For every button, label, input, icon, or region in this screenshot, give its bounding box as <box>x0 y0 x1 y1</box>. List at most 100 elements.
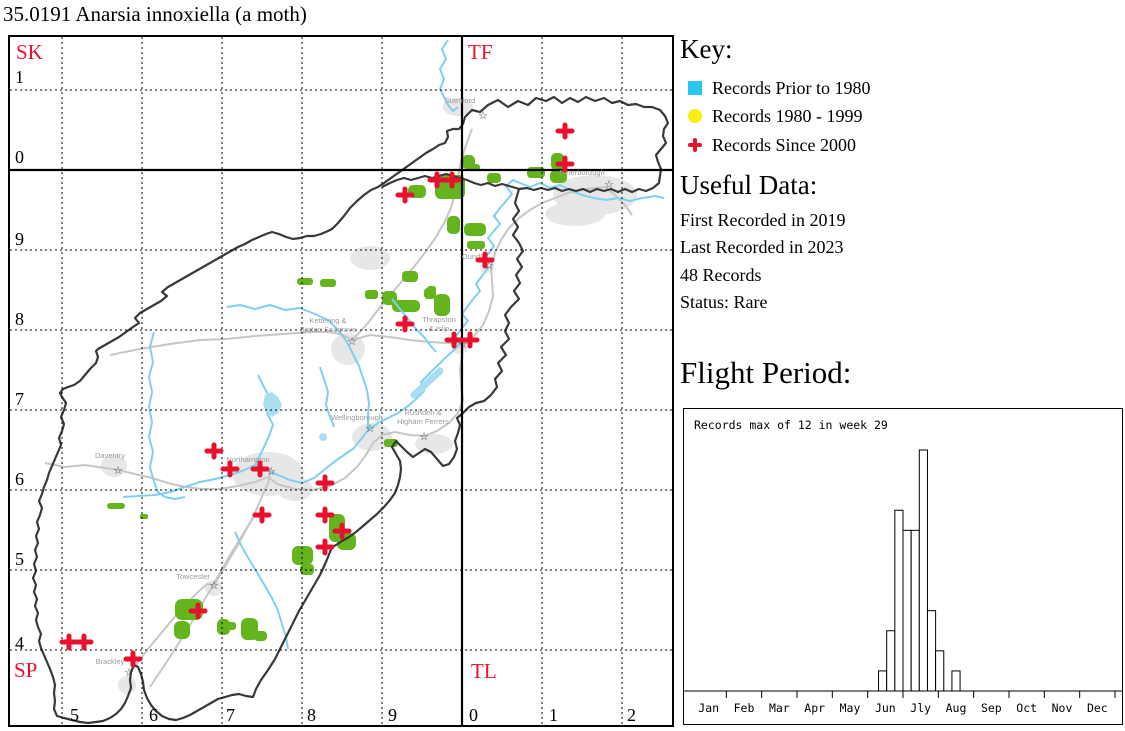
record-marker-since-2000 <box>74 633 94 651</box>
key-item-since-2000: Records Since 2000 <box>688 135 856 155</box>
roads-layer <box>44 128 633 688</box>
town: Oundle☆ <box>462 252 494 272</box>
town-label: Peterborough <box>559 168 604 177</box>
key-heading: Key: <box>680 34 733 64</box>
grid-col-label: 0 <box>469 705 478 725</box>
useful-data-heading: Useful Data: <box>680 170 818 200</box>
town-star-icon: ☆ <box>209 580 219 592</box>
town: Thrapston& Islip ☆ <box>422 315 468 351</box>
urban-areas-layer <box>101 98 637 694</box>
grid-layer <box>10 37 672 725</box>
town: Kettering &Barton Seagrave ☆ <box>300 316 357 348</box>
month-label: Sep <box>981 701 1002 715</box>
grid-100km-letter: SP <box>14 658 37 682</box>
grid-row-label: 6 <box>15 469 24 489</box>
grid-col-label: 8 <box>307 705 316 725</box>
towns-layer: Stamford☆Peterborough☆Oundle☆Thrapston& … <box>95 96 614 679</box>
town-label: Brackley <box>96 657 125 666</box>
town: Daventry ☆ <box>95 451 125 477</box>
town-star-icon: ☆ <box>419 431 429 443</box>
record-marker-since-2000 <box>123 650 143 668</box>
distribution-map: Stamford ☆ Peterborough ☆ Oundle ☆ Thrapston & … <box>8 35 674 727</box>
grid-row-label: 7 <box>15 389 24 409</box>
town-star-icon: ☆ <box>484 260 494 272</box>
town-label: Towcester <box>176 572 210 581</box>
key-item-label: Records Prior to 1980 <box>712 77 871 98</box>
town: Peterborough☆ <box>559 168 614 191</box>
month-label: Jan <box>698 701 719 715</box>
month-label: Apr <box>804 701 825 715</box>
grid-col-label: 2 <box>627 705 636 725</box>
key-item-label: Records 1980 - 1999 <box>712 105 863 126</box>
town: Northampton ☆ <box>226 455 276 478</box>
flight-period-bar <box>910 529 920 692</box>
record-marker-since-2000 <box>204 442 224 460</box>
record-marker-since-2000 <box>427 171 447 189</box>
record-marker-since-2000 <box>460 331 480 349</box>
month-label: Feb <box>734 701 755 715</box>
town-label: Stamford <box>445 96 475 105</box>
town-label: Thrapston <box>422 315 456 324</box>
grid-row-label: 4 <box>15 633 24 653</box>
grid-col-label: 7 <box>226 705 235 725</box>
grid-100km-letter: TL <box>471 659 497 683</box>
record-marker-since-2000 <box>444 331 464 349</box>
yellow-circle-icon <box>688 109 702 123</box>
grid-row-label: 9 <box>15 229 24 249</box>
record-count-line: 48 Records <box>680 265 762 285</box>
flight-period-bar <box>926 610 937 692</box>
town: Towcester☆ <box>176 572 219 592</box>
record-marker-since-2000 <box>332 522 352 540</box>
month-label: Dec <box>1087 701 1108 715</box>
flight-period-bar <box>894 509 904 692</box>
key-item-prior-1980: Records Prior to 1980 <box>688 78 870 98</box>
town-star-icon: ☆ <box>365 423 375 435</box>
town: Wellingborough☆ <box>331 413 383 435</box>
flight-period-bar <box>886 630 896 692</box>
town-star-icon: ☆ <box>604 179 614 191</box>
grid-row-label: 1 <box>15 67 24 87</box>
record-marker-since-2000 <box>475 251 495 269</box>
flight-period-heading: Flight Period: <box>680 355 852 390</box>
flight-period-chart: Records max of 12 in week 29 Jan Feb Mar Apr… <box>683 408 1123 725</box>
record-marker-since-2000 <box>220 460 240 478</box>
cyan-square-icon <box>688 81 702 95</box>
first-recorded-line: First Recorded in 2019 <box>680 210 846 230</box>
record-marker-since-2000 <box>250 460 270 478</box>
flight-period-bar <box>935 650 945 692</box>
flight-period-bar <box>902 529 912 692</box>
town-label: & Islip <box>429 324 449 333</box>
month-label: Jly <box>910 701 931 715</box>
red-cross-icon <box>688 138 702 152</box>
grid-row-label: 0 <box>15 147 24 167</box>
town: Stamford☆ <box>445 96 488 122</box>
town-label: Oundle <box>462 252 486 261</box>
flight-period-bar <box>878 670 888 692</box>
key-item-label: Records Since 2000 <box>712 134 856 155</box>
grid-row-label: 8 <box>15 309 24 329</box>
rivers-layer <box>122 39 665 650</box>
grid-row-label: 5 <box>15 549 24 569</box>
map-svg: Stamford☆Peterborough☆Oundle☆Thrapston& … <box>10 37 672 725</box>
record-marker-since-2000 <box>555 155 575 173</box>
key-item-1980-1999: Records 1980 - 1999 <box>688 106 862 126</box>
grid-col-label: 5 <box>70 705 79 725</box>
town-star-icon: ☆ <box>266 466 276 478</box>
flight-period-svg: Records max of 12 in week 29 Jan Feb Mar Apr… <box>684 418 1122 715</box>
record-marker-since-2000 <box>252 506 272 524</box>
grid-col-label: 9 <box>388 705 397 725</box>
town: Brackley☆ <box>96 657 134 679</box>
record-marker-since-2000 <box>442 171 462 189</box>
flight-period-bar <box>918 449 928 692</box>
town: Rushden &Higham Ferrers ☆ <box>397 408 449 443</box>
grid-col-label: 6 <box>149 705 158 725</box>
month-label: Oct <box>1016 701 1037 715</box>
month-label: Nov <box>1052 701 1073 715</box>
month-label: May <box>840 701 861 715</box>
record-marker-since-2000 <box>188 602 208 620</box>
month-label: Aug <box>946 701 967 715</box>
town-star-icon: ☆ <box>478 110 488 122</box>
last-recorded-line: Last Recorded in 2023 <box>680 237 844 257</box>
